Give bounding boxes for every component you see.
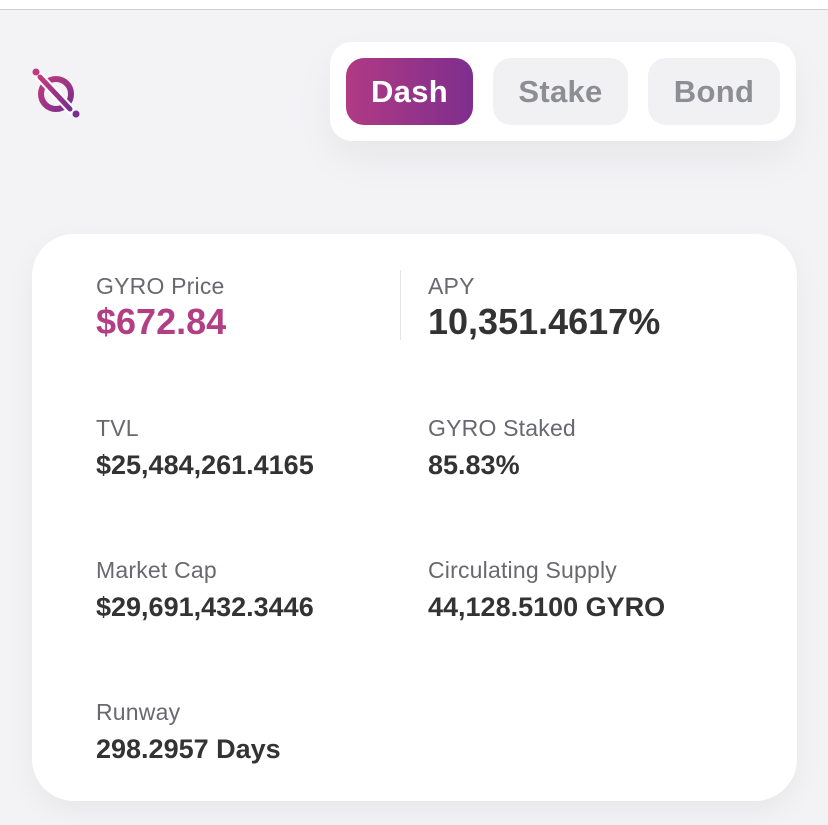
market-cap-value: $29,691,432.3446 <box>96 592 314 622</box>
runway-value: 298.2957 Days <box>96 734 281 764</box>
gyro-staked-label: GYRO Staked <box>428 415 576 441</box>
gyro-price-label: GYRO Price <box>96 273 225 299</box>
gyro-staked-value: 85.83% <box>428 450 520 480</box>
tab-stake[interactable]: Stake <box>493 58 628 125</box>
tvl-value: $25,484,261.4165 <box>96 450 314 480</box>
metric-divider <box>400 270 401 340</box>
runway-label: Runway <box>96 699 181 725</box>
metric-market-cap: Market Cap $29,691,432.3446 <box>96 556 314 624</box>
metric-tvl: TVL $25,484,261.4165 <box>96 414 314 482</box>
metric-runway: Runway 298.2957 Days <box>96 698 281 766</box>
tab-bond[interactable]: Bond <box>648 58 780 125</box>
browser-top-border <box>0 0 828 10</box>
dashboard-card: GYRO Price $672.84 APY 10,351.4617% TVL … <box>32 234 797 801</box>
gyro-price-value: $672.84 <box>96 301 227 342</box>
metric-circulating-supply: Circulating Supply 44,128.5100 GYRO <box>428 556 665 624</box>
nav-tabs: Dash Stake Bond <box>330 42 796 141</box>
metric-gyro-price: GYRO Price $672.84 <box>96 272 226 344</box>
circulating-supply-label: Circulating Supply <box>428 557 617 583</box>
circulating-supply-value: 44,128.5100 GYRO <box>428 592 666 622</box>
apy-value: 10,351.4617% <box>428 301 661 342</box>
gyro-logo-icon[interactable] <box>30 66 82 118</box>
metric-gyro-staked: GYRO Staked 85.83% <box>428 414 576 482</box>
market-cap-label: Market Cap <box>96 557 217 583</box>
tab-dash[interactable]: Dash <box>346 58 473 125</box>
apy-label: APY <box>428 273 475 299</box>
metric-apy: APY 10,351.4617% <box>428 272 660 344</box>
tvl-label: TVL <box>96 415 139 441</box>
